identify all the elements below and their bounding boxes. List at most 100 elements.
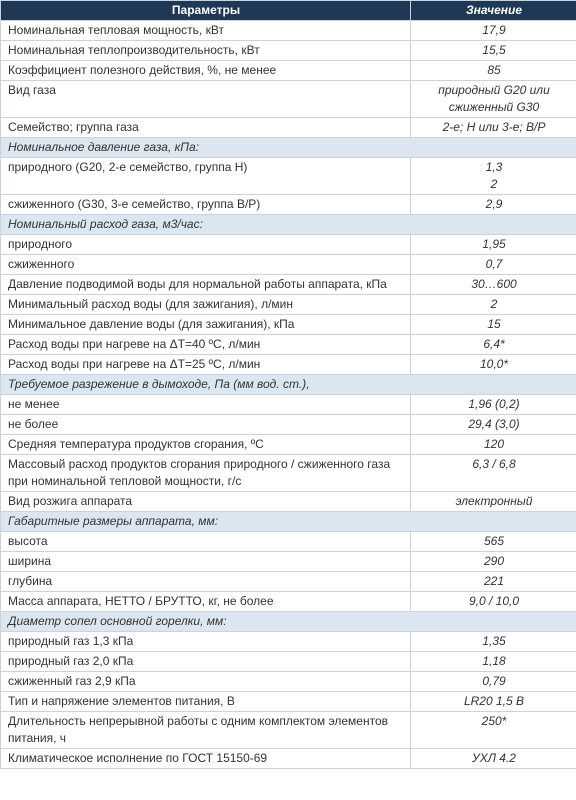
spec-table: Параметры Значение Номинальная тепловая …: [0, 0, 576, 769]
row: Номинальная теплопроизводительность, кВт…: [0, 40, 576, 61]
param: Давление подводимой воды для нормальной …: [0, 274, 411, 295]
param: Длительность непрерывной работы с одним …: [0, 711, 411, 749]
value: природный G20 или сжиженный G30: [438, 83, 550, 114]
value-cell: 2: [410, 294, 576, 315]
header-param: Параметры: [0, 0, 411, 21]
param: Вид газа: [0, 80, 411, 118]
row: Средняя температура продуктов сгорания, …: [0, 434, 576, 455]
row: природного 1,95: [0, 234, 576, 255]
row: Коэффициент полезного действия, %, не ме…: [0, 60, 576, 81]
row: Массовый расход продуктов сгорания приро…: [0, 454, 576, 492]
row: сжиженный газ 2,9 кПа 0,79: [0, 671, 576, 692]
param: высота: [0, 531, 411, 552]
value-cell: 1,18: [410, 651, 576, 672]
param: ширина: [0, 551, 411, 572]
value-cell: природный G20 или сжиженный G30: [410, 80, 576, 118]
value: 0,79: [482, 674, 506, 688]
row: высота 565: [0, 531, 576, 552]
value: 15: [487, 317, 501, 331]
param: Массовый расход продуктов сгорания приро…: [0, 454, 411, 492]
param: Расход воды при нагреве на ΔT=40 ºС, л/м…: [0, 334, 411, 355]
param: природного: [0, 234, 411, 255]
row: природный газ 1,3 кПа 1,35: [0, 631, 576, 652]
param: Минимальное давление воды (для зажигания…: [0, 314, 411, 335]
value: 30…600: [471, 277, 517, 291]
section-row: Диаметр сопел основной горелки, мм:: [0, 611, 576, 632]
value: 6,4*: [483, 337, 505, 351]
row: ширина 290: [0, 551, 576, 572]
value-cell: 85: [410, 60, 576, 81]
value: 2: [490, 177, 498, 191]
param: природный газ 2,0 кПа: [0, 651, 411, 672]
value: 0,7: [485, 257, 503, 271]
row: не менее 1,96 (0,2): [0, 394, 576, 415]
value: 1,18: [482, 654, 506, 668]
row: Семейство; группа газа 2-е; H или 3-е; B/…: [0, 117, 576, 138]
value-cell: 221: [410, 571, 576, 592]
row: Номинальная тепловая мощность, кВт 17,9: [0, 20, 576, 41]
param: Средняя температура продуктов сгорания, …: [0, 434, 411, 455]
row: природный газ 2,0 кПа 1,18: [0, 651, 576, 672]
param: сжиженного: [0, 254, 411, 275]
value: 2-е; H или 3-е; B/P: [442, 120, 546, 134]
value-cell: 10,0*: [410, 354, 576, 375]
param: не более: [0, 414, 411, 435]
value: 10,0*: [479, 357, 509, 371]
row: Длительность непрерывной работы с одним …: [0, 711, 576, 749]
value: 6,3 / 6,8: [472, 457, 516, 471]
value: 120: [483, 437, 505, 451]
value-cell: 1,96 (0,2): [410, 394, 576, 415]
param: Коэффициент полезного действия, %, не ме…: [0, 60, 411, 81]
value: 1,35: [482, 634, 506, 648]
section-title: Габаритные размеры аппарата, мм:: [0, 511, 576, 532]
value: 1,96 (0,2): [468, 397, 520, 411]
value-cell: 1,95: [410, 234, 576, 255]
value-cell: 250*: [410, 711, 576, 749]
value: 565: [483, 534, 505, 548]
value-cell: 290: [410, 551, 576, 572]
param: природного (G20, 2-е семейство, группа H…: [0, 157, 411, 195]
value: 29,4 (3,0): [468, 417, 520, 431]
row: Давление подводимой воды для нормальной …: [0, 274, 576, 295]
param: Климатическое исполнение по ГОСТ 15150-6…: [0, 748, 411, 769]
value-cell: 1,35: [410, 631, 576, 652]
section-row: Требуемое разрежение в дымоходе, Па (мм …: [0, 374, 576, 395]
value-cell: 565: [410, 531, 576, 552]
section-row: Номинальное давление газа, кПа:: [0, 137, 576, 158]
value: электронный: [455, 494, 533, 508]
value-cell: 0,7: [410, 254, 576, 275]
row: Минимальное давление воды (для зажигания…: [0, 314, 576, 335]
value-cell: LR20 1,5 В: [410, 691, 576, 712]
value: 15,5: [482, 43, 506, 57]
section-row: Номинальный расход газа, м3/час:: [0, 214, 576, 235]
param: Вид розжига аппарата: [0, 491, 411, 512]
value-cell: 6,4*: [410, 334, 576, 355]
value-cell: УХЛ 4.2: [410, 748, 576, 769]
param: Минимальный расход воды (для зажигания),…: [0, 294, 411, 315]
value-cell: 2,9: [410, 194, 576, 215]
value: 85: [487, 63, 501, 77]
value-cell: 30…600: [410, 274, 576, 295]
param: не менее: [0, 394, 411, 415]
value: 1,3: [485, 160, 503, 174]
param: Тип и напряжение элементов питания, В: [0, 691, 411, 712]
param: глубина: [0, 571, 411, 592]
header-value: Значение: [410, 0, 576, 21]
section-title: Номинальный расход газа, м3/час:: [0, 214, 576, 235]
row: Вид газа природный G20 или сжиженный G30: [0, 80, 576, 118]
row: Расход воды при нагреве на ΔT=40 ºС, л/м…: [0, 334, 576, 355]
value-cell: 15: [410, 314, 576, 335]
row: Вид розжига аппарата электронный: [0, 491, 576, 512]
param: сжиженного (G30, 3-е семейство, группа B…: [0, 194, 411, 215]
param: сжиженный газ 2,9 кПа: [0, 671, 411, 692]
value: 2: [490, 297, 498, 311]
header-row: Параметры Значение: [0, 0, 576, 21]
value-cell: 9,0 / 10,0: [410, 591, 576, 612]
value: 221: [483, 574, 505, 588]
table-body: Номинальная тепловая мощность, кВт 17,9 Но…: [0, 20, 576, 769]
value: 2,9: [485, 197, 503, 211]
row: Тип и напряжение элементов питания, В LR2…: [0, 691, 576, 712]
param: природный газ 1,3 кПа: [0, 631, 411, 652]
row: сжиженного (G30, 3-е семейство, группа B…: [0, 194, 576, 215]
